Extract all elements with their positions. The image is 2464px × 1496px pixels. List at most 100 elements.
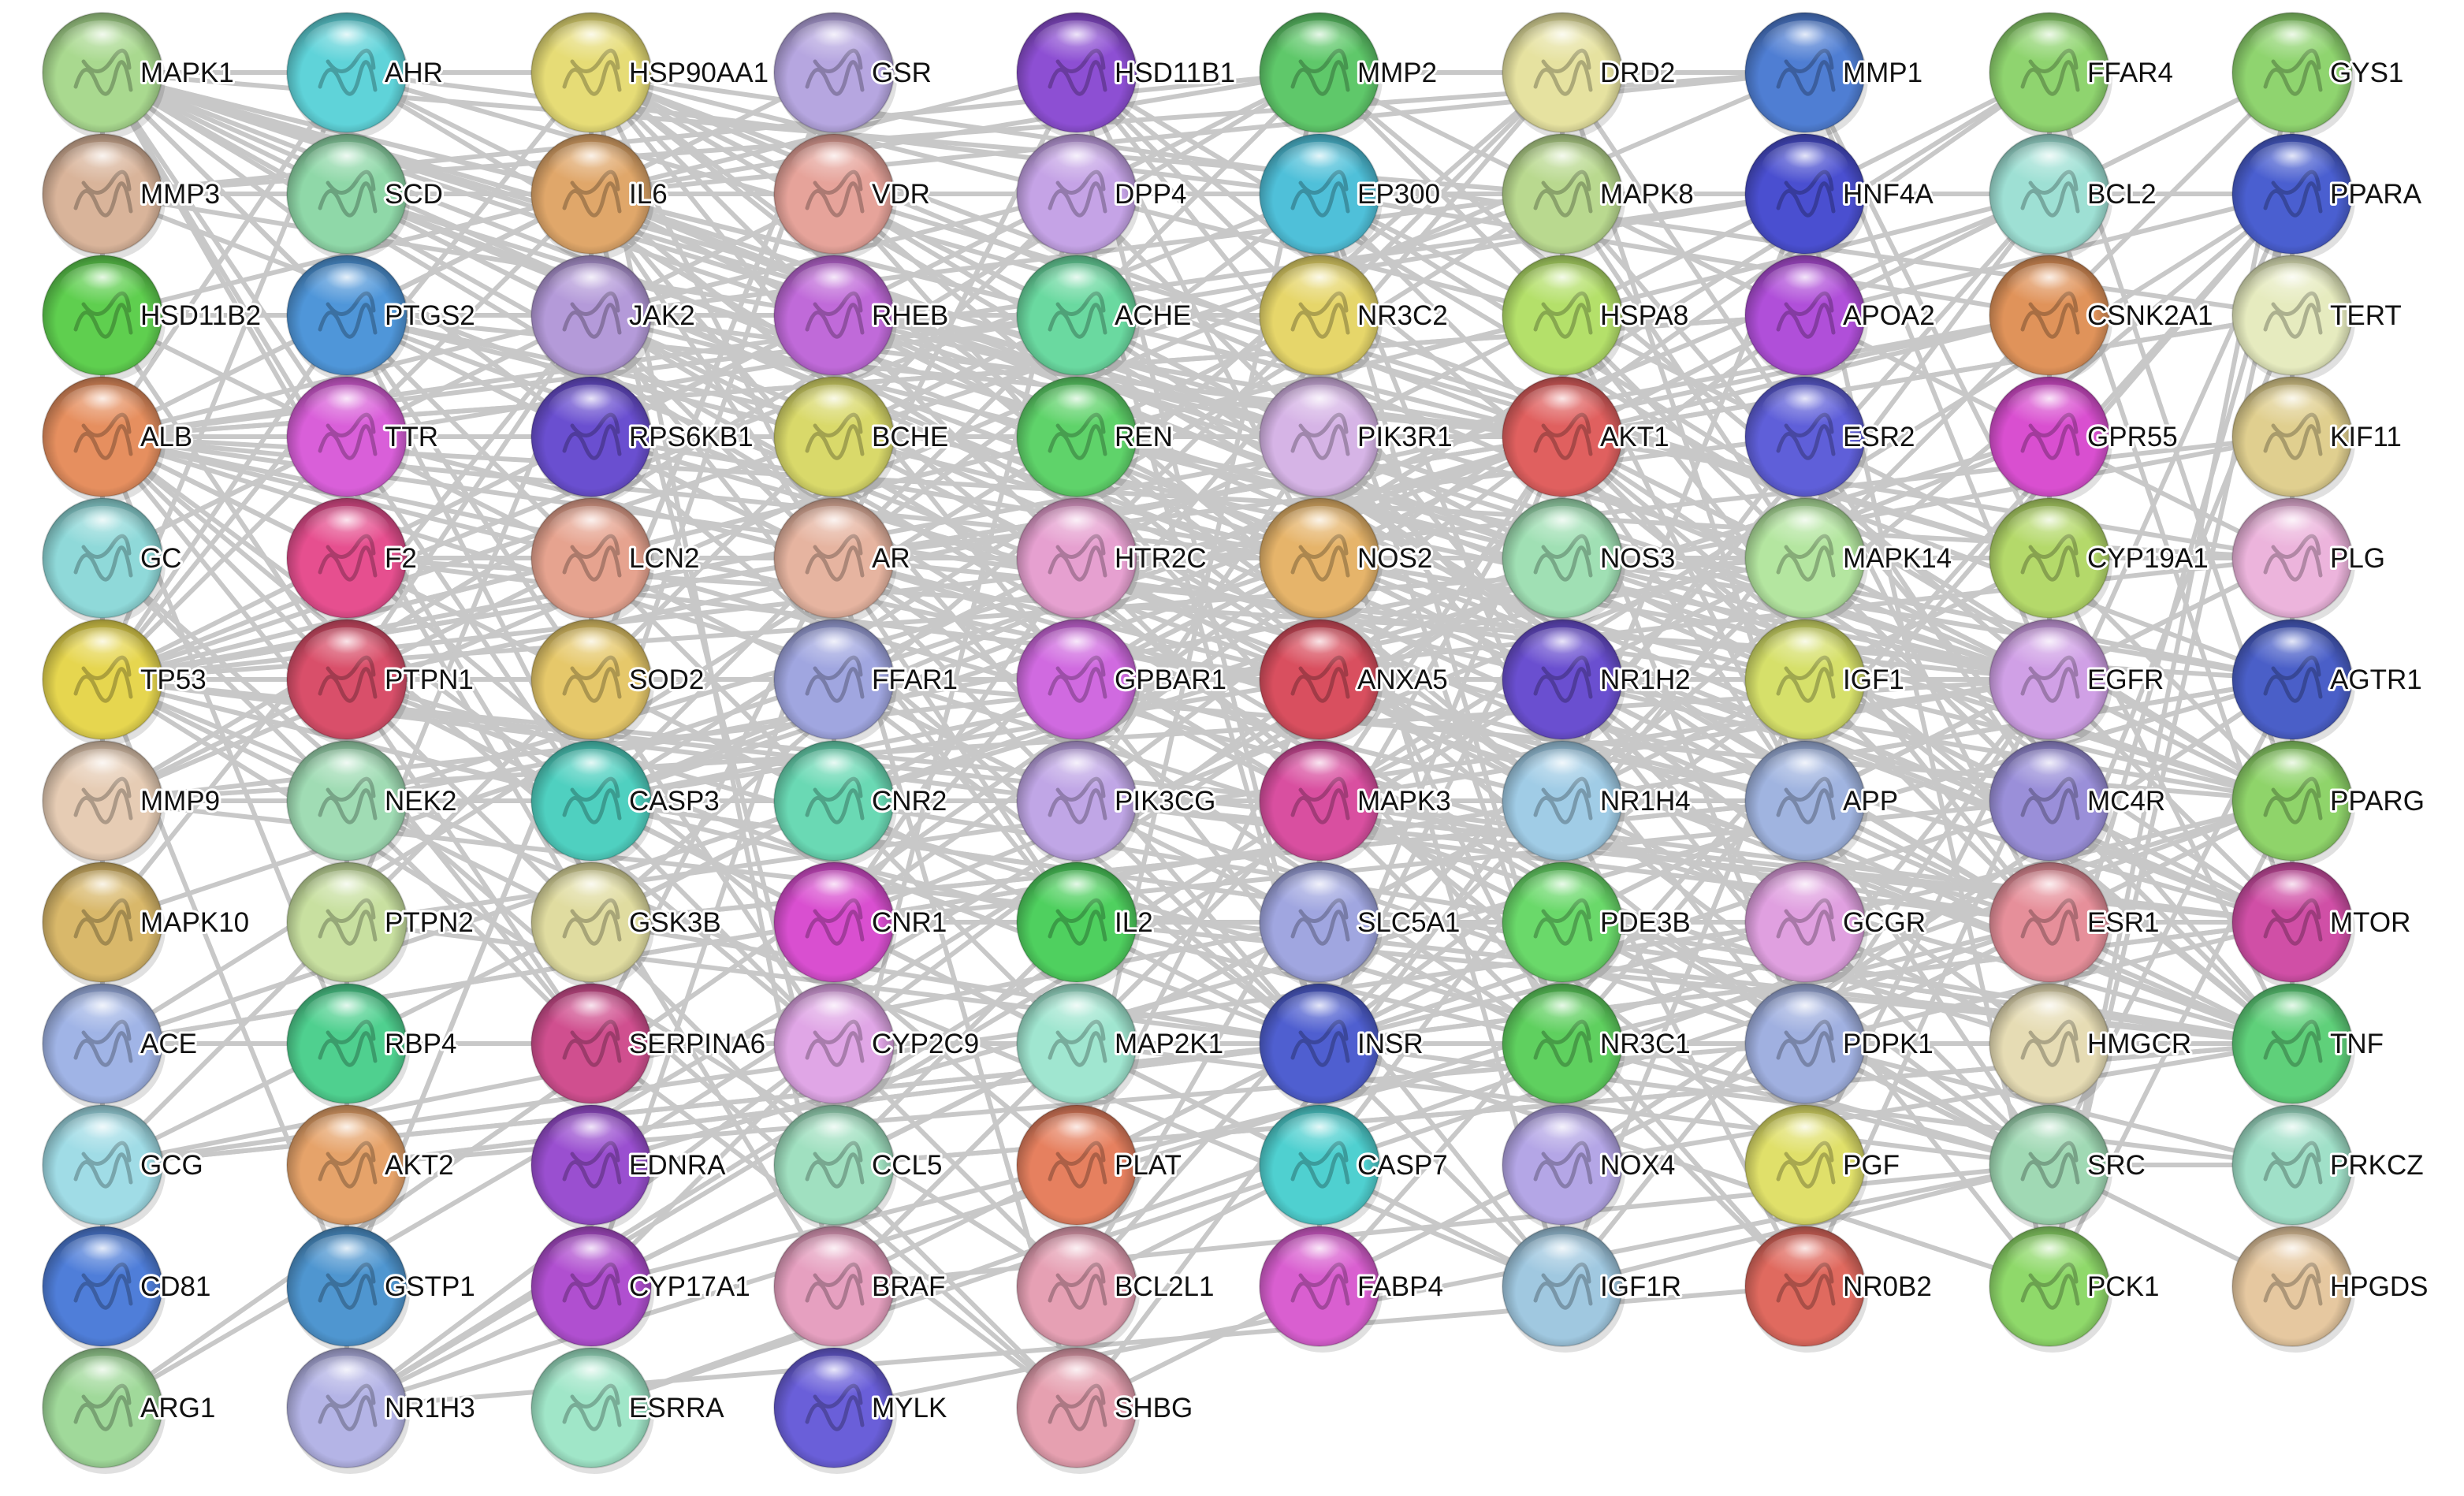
node-TERT[interactable]: TERT <box>2231 255 2404 381</box>
node-MMP1[interactable]: MMP1 <box>1744 12 1925 139</box>
node-DPP4[interactable]: DPP4 <box>1016 133 1189 260</box>
node-CYP2C9[interactable]: CYP2C9 <box>773 983 981 1110</box>
node-AKT2[interactable]: AKT2 <box>286 1104 456 1231</box>
node-PLG[interactable]: PLG <box>2231 497 2388 624</box>
node-MTOR[interactable]: MTOR <box>2231 862 2413 988</box>
node-NR1H3[interactable]: NR1H3 <box>286 1347 478 1474</box>
node-GSR[interactable]: GSR <box>773 12 934 139</box>
node-APP[interactable]: APP <box>1744 740 1900 867</box>
node-ARG1[interactable]: ARG1 <box>42 1347 218 1474</box>
node-EDNRA[interactable]: EDNRA <box>530 1104 728 1231</box>
node-ESR1[interactable]: ESR1 <box>1989 862 2161 988</box>
node-BRAF[interactable]: BRAF <box>773 1226 947 1353</box>
node-RBP4[interactable]: RBP4 <box>286 983 459 1110</box>
node-PTPN1[interactable]: PTPN1 <box>286 619 476 746</box>
node-PPARA[interactable]: PPARA <box>2231 133 2425 260</box>
node-CSNK2A1[interactable]: CSNK2A1 <box>1989 255 2216 381</box>
node-IL6[interactable]: IL6 <box>530 133 670 260</box>
node-NR0B2[interactable]: NR0B2 <box>1744 1226 1934 1353</box>
node-MAPK8[interactable]: MAPK8 <box>1502 133 1696 260</box>
node-SCD[interactable]: SCD <box>286 133 445 260</box>
node-PGF[interactable]: PGF <box>1744 1104 1902 1231</box>
node-HSD11B2[interactable]: HSD11B2 <box>42 255 263 381</box>
node-BCL2L1[interactable]: BCL2L1 <box>1016 1226 1216 1353</box>
node-SRC[interactable]: SRC <box>1989 1104 2148 1231</box>
node-VDR[interactable]: VDR <box>773 133 932 260</box>
node-EGFR[interactable]: EGFR <box>1989 619 2166 746</box>
node-MAPK1[interactable]: MAPK1 <box>42 12 236 139</box>
node-PPARG[interactable]: PPARG <box>2231 740 2427 867</box>
node-F2[interactable]: F2 <box>286 497 419 624</box>
node-NR1H2[interactable]: NR1H2 <box>1502 619 1693 746</box>
node-FFAR4[interactable]: FFAR4 <box>1989 12 2176 139</box>
node-NOX4[interactable]: NOX4 <box>1502 1104 1677 1231</box>
node-PLAT[interactable]: PLAT <box>1016 1104 1184 1231</box>
node-IGF1[interactable]: IGF1 <box>1744 619 1907 746</box>
node-GPBAR1[interactable]: GPBAR1 <box>1016 619 1229 746</box>
node-GYS1[interactable]: GYS1 <box>2231 12 2406 139</box>
node-HSP90AA1[interactable]: HSP90AA1 <box>530 12 771 139</box>
node-GCGR[interactable]: GCGR <box>1744 862 1928 988</box>
node-HTR2C[interactable]: HTR2C <box>1016 497 1209 624</box>
node-SHBG[interactable]: SHBG <box>1016 1347 1195 1474</box>
node-IL2[interactable]: IL2 <box>1016 862 1156 988</box>
node-HMGCR[interactable]: HMGCR <box>1989 983 2194 1110</box>
node-GSTP1[interactable]: GSTP1 <box>286 1226 478 1353</box>
node-NR1H4[interactable]: NR1H4 <box>1502 740 1693 867</box>
node-CASP7[interactable]: CASP7 <box>1259 1104 1450 1231</box>
node-JAK2[interactable]: JAK2 <box>530 255 698 381</box>
node-CASP3[interactable]: CASP3 <box>530 740 722 867</box>
node-ESRRA[interactable]: ESRRA <box>530 1347 727 1474</box>
node-KIF11[interactable]: KIF11 <box>2231 376 2404 503</box>
node-HSPA8[interactable]: HSPA8 <box>1502 255 1691 381</box>
node-AHR[interactable]: AHR <box>286 12 445 139</box>
node-ACE[interactable]: ACE <box>42 983 199 1110</box>
node-ANXA5[interactable]: ANXA5 <box>1259 619 1450 746</box>
node-PDPK1[interactable]: PDPK1 <box>1744 983 1936 1110</box>
node-CYP17A1[interactable]: CYP17A1 <box>530 1226 753 1353</box>
node-GCG[interactable]: GCG <box>42 1104 206 1231</box>
node-AR[interactable]: AR <box>773 497 913 624</box>
node-HSD11B1[interactable]: HSD11B1 <box>1016 12 1238 139</box>
node-MAP2K1[interactable]: MAP2K1 <box>1016 983 1226 1110</box>
node-MMP9[interactable]: MMP9 <box>42 740 222 867</box>
node-CCL5[interactable]: CCL5 <box>773 1104 944 1231</box>
node-REN[interactable]: REN <box>1016 376 1175 503</box>
node-PRKCZ[interactable]: PRKCZ <box>2231 1104 2426 1231</box>
node-TNF[interactable]: TNF <box>2231 983 2386 1110</box>
node-GSK3B[interactable]: GSK3B <box>530 862 724 988</box>
node-MC4R[interactable]: MC4R <box>1989 740 2168 867</box>
node-CNR1[interactable]: CNR1 <box>773 862 949 988</box>
node-AKT1[interactable]: AKT1 <box>1502 376 1672 503</box>
node-PDE3B[interactable]: PDE3B <box>1502 862 1693 988</box>
node-ALB[interactable]: ALB <box>42 376 195 503</box>
node-HNF4A[interactable]: HNF4A <box>1744 133 1936 260</box>
node-HPGDS[interactable]: HPGDS <box>2231 1226 2430 1353</box>
node-NR3C2[interactable]: NR3C2 <box>1259 255 1450 381</box>
node-PTPN2[interactable]: PTPN2 <box>286 862 476 988</box>
node-INSR[interactable]: INSR <box>1259 983 1426 1110</box>
node-SLC5A1[interactable]: SLC5A1 <box>1259 862 1462 988</box>
node-NR3C1[interactable]: NR3C1 <box>1502 983 1693 1110</box>
node-PCK1[interactable]: PCK1 <box>1989 1226 2161 1353</box>
node-ACHE[interactable]: ACHE <box>1016 255 1193 381</box>
node-BCL2[interactable]: BCL2 <box>1989 133 2159 260</box>
node-GC[interactable]: GC <box>42 497 184 624</box>
node-TTR[interactable]: TTR <box>286 376 441 503</box>
node-ESR2[interactable]: ESR2 <box>1744 376 1917 503</box>
node-AGTR1[interactable]: AGTR1 <box>2231 619 2425 746</box>
node-CD81[interactable]: CD81 <box>42 1226 213 1353</box>
node-TP53[interactable]: TP53 <box>42 619 209 746</box>
node-IGF1R[interactable]: IGF1R <box>1502 1226 1684 1353</box>
node-SERPINA6[interactable]: SERPINA6 <box>530 983 768 1110</box>
node-MAPK3[interactable]: MAPK3 <box>1259 740 1453 867</box>
node-FABP4[interactable]: FABP4 <box>1259 1226 1446 1353</box>
node-MMP2[interactable]: MMP2 <box>1259 12 1439 139</box>
node-BCHE[interactable]: BCHE <box>773 376 951 503</box>
node-APOA2[interactable]: APOA2 <box>1744 255 1937 381</box>
node-CNR2[interactable]: CNR2 <box>773 740 949 867</box>
node-LCN2[interactable]: LCN2 <box>530 497 702 624</box>
node-NOS3[interactable]: NOS3 <box>1502 497 1677 624</box>
node-GPR55[interactable]: GPR55 <box>1989 376 2180 503</box>
node-RHEB[interactable]: RHEB <box>773 255 951 381</box>
